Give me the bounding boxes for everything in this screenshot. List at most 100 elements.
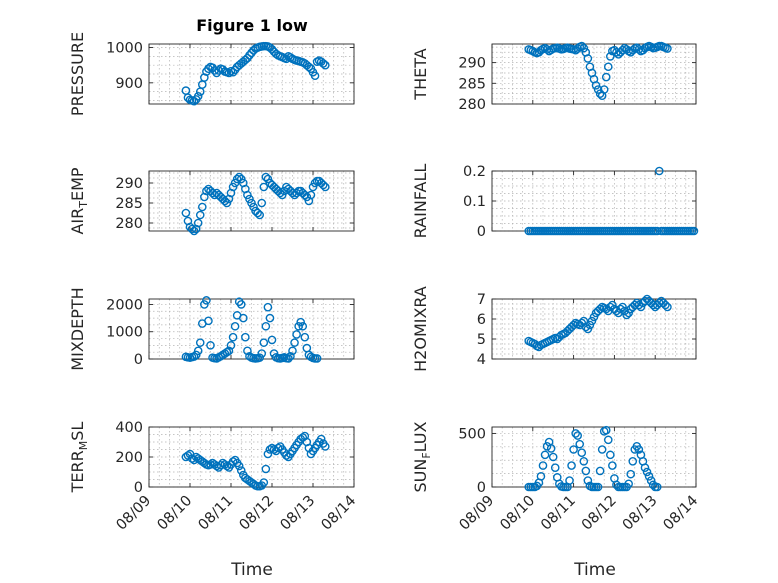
data-point — [220, 196, 230, 206]
data-point — [263, 302, 273, 312]
data-point — [214, 66, 223, 75]
data-point — [601, 72, 611, 82]
subplot-theta: 280 285 290 THETA — [411, 41, 697, 113]
data-point — [300, 190, 310, 200]
data-point — [583, 54, 593, 63]
x-tick-label: 08/12 — [237, 493, 278, 534]
data-point — [312, 354, 322, 363]
data-point — [193, 346, 203, 356]
data-point — [550, 463, 560, 473]
y-axis-label: PRESSURE — [68, 32, 87, 116]
data-point — [282, 54, 291, 64]
data-point — [618, 45, 627, 55]
data-point — [597, 445, 607, 454]
data-point — [599, 85, 609, 94]
data-point — [284, 354, 293, 363]
data-point — [661, 300, 670, 310]
y-tick-label: 400 — [115, 420, 143, 436]
data-point — [288, 346, 297, 356]
data-point — [261, 172, 271, 182]
data-point — [663, 44, 672, 53]
data-point — [612, 306, 621, 316]
data-point — [259, 478, 269, 487]
data-point — [652, 482, 662, 492]
data-point — [571, 429, 580, 438]
data-point — [200, 458, 209, 468]
x-tick-label: 08/09 — [457, 493, 498, 534]
data-point — [216, 460, 226, 470]
y-tick-label: 0 — [134, 352, 143, 368]
data-point — [624, 479, 633, 489]
data-point — [318, 180, 328, 190]
data-point — [292, 188, 301, 198]
data-point — [193, 91, 203, 101]
data-point — [191, 350, 201, 360]
figure-title: Figure 1 low — [196, 16, 308, 35]
x-tick-label: 08/14 — [661, 493, 702, 534]
data-point — [236, 466, 246, 475]
data-point — [255, 210, 265, 220]
y-axis-label: THETA — [411, 48, 430, 100]
data-point — [569, 320, 578, 330]
data-point — [542, 441, 552, 451]
data-point — [581, 466, 591, 476]
data-point — [189, 352, 199, 361]
data-point — [187, 454, 197, 463]
data-point — [200, 300, 209, 309]
y-tick-label: 285 — [458, 76, 486, 92]
data-point — [275, 188, 285, 198]
y-label-part: LUX — [411, 421, 430, 452]
data-point — [316, 434, 326, 444]
y-label-subscript: M — [77, 441, 90, 451]
x-tick-label: 08/10 — [497, 493, 538, 534]
y-tick-label: 200 — [115, 450, 143, 466]
y-tick-label: 0 — [477, 224, 486, 240]
data-point — [265, 445, 275, 454]
data-point — [195, 338, 205, 347]
data-point — [310, 71, 320, 81]
data-point — [606, 52, 615, 61]
data-point — [304, 62, 314, 72]
data-point — [603, 435, 613, 445]
data-point — [689, 226, 699, 236]
data-point — [310, 178, 320, 188]
data-point — [320, 60, 330, 70]
data-point — [593, 85, 603, 94]
data-point — [265, 313, 275, 323]
data-point — [296, 317, 306, 327]
y-tick-label: 1000 — [106, 41, 143, 57]
data-point — [654, 166, 664, 176]
data-point — [640, 463, 650, 473]
data-point — [634, 45, 644, 54]
data-point — [579, 456, 589, 466]
y-axis-label: RAINFALL — [411, 164, 430, 239]
data-point — [542, 45, 552, 54]
data-point — [197, 80, 207, 89]
data-point — [193, 218, 203, 228]
subplot-rainfall: 0 0.1 0.2 RAINFALL — [411, 164, 699, 240]
y-axis-label: MIXDEPTH — [68, 287, 87, 370]
data-point — [195, 210, 205, 220]
data-point — [292, 330, 301, 339]
data-point — [238, 313, 248, 323]
y-tick-label: 0.2 — [463, 164, 486, 180]
x-tick-label: 08/11 — [538, 493, 579, 534]
data-point — [206, 341, 215, 350]
y-tick-label: 4 — [477, 352, 486, 368]
data-point — [614, 50, 623, 59]
data-point — [567, 461, 576, 470]
data-point — [236, 300, 246, 309]
axes-frame — [148, 170, 355, 232]
data-point — [603, 62, 613, 72]
y-tick-label: 7 — [477, 292, 486, 308]
data-point — [546, 444, 556, 453]
data-point — [300, 332, 310, 342]
data-point — [241, 332, 250, 342]
y-tick-label: 0 — [477, 480, 486, 496]
x-tick-label: 08/10 — [155, 493, 196, 534]
data-point — [204, 184, 213, 194]
data-point — [593, 482, 603, 492]
data-point — [548, 452, 558, 462]
data-point — [591, 81, 601, 90]
